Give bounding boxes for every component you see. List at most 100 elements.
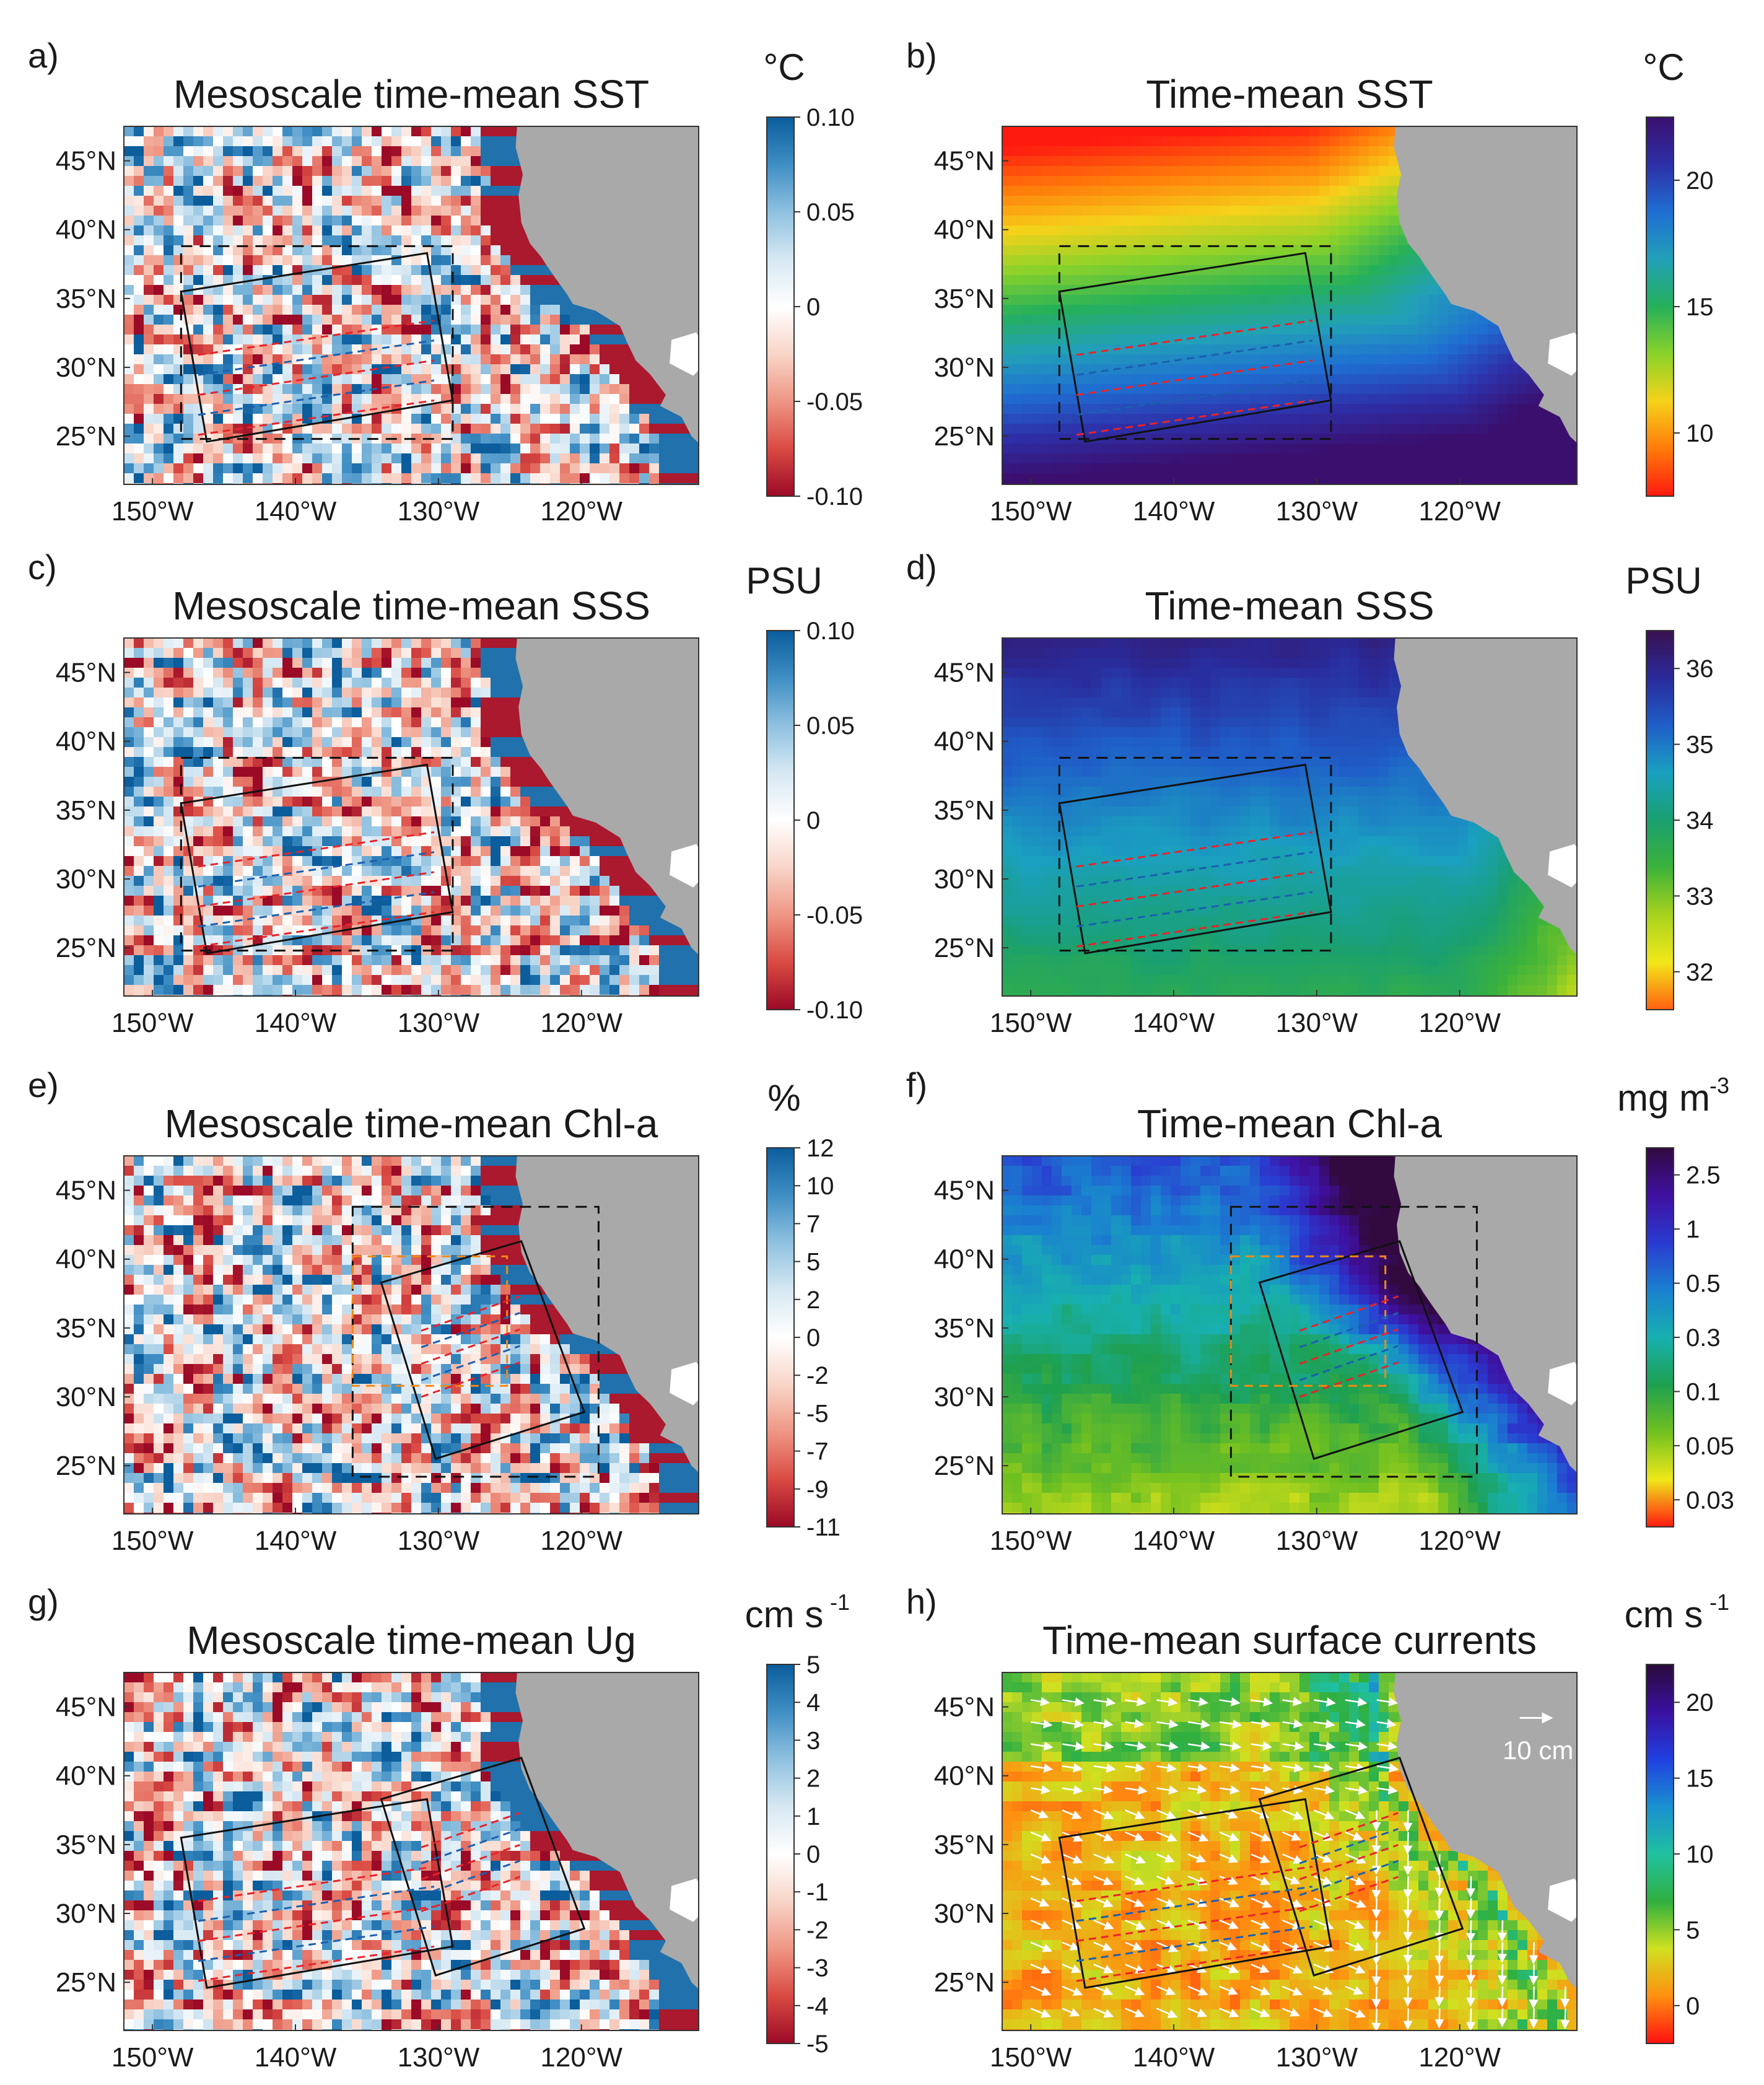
lat-tick-label: 30°N <box>56 1382 116 1412</box>
colorbar-tick-label: 35 <box>1686 732 1714 759</box>
lon-tick-label: 150°W <box>990 1008 1072 1038</box>
panel-letter: a) <box>28 36 59 75</box>
panel-title: Time-mean SSS <box>1145 584 1434 628</box>
panel-title: Mesoscale time-mean SST <box>173 72 649 116</box>
map-field <box>1002 126 1590 494</box>
map-field <box>1002 638 1590 1005</box>
reference-arrow-exponent: -1 <box>1630 1731 1644 1749</box>
current-arrow <box>1470 1943 1471 1963</box>
map-field <box>124 1672 712 2040</box>
colorbar-tick-label: -4 <box>806 1993 829 2020</box>
current-arrow <box>1502 1920 1503 1940</box>
colorbar-tick-label: 4 <box>806 1689 820 1716</box>
colorbar-unit-exponent: -3 <box>1709 1073 1729 1098</box>
current-arrow <box>1470 2008 1471 2030</box>
panel-title: Time-mean surface currents <box>1042 1618 1537 1663</box>
colorbar-tick-label: 0.5 <box>1686 1270 1721 1298</box>
lat-tick-label: 40°N <box>56 1761 116 1791</box>
lat-tick-label: 30°N <box>56 864 116 894</box>
lat-tick-label: 40°N <box>56 1244 116 1275</box>
lon-tick-label: 120°W <box>1418 496 1501 527</box>
colorbar-tick-label: 5 <box>806 1651 820 1679</box>
lat-tick-label: 25°N <box>56 421 116 452</box>
colorbar-tick-label: 0.10 <box>806 104 855 131</box>
colorbar-tick-label: -5 <box>806 1400 829 1427</box>
lat-tick-label: 40°N <box>934 1761 995 1791</box>
current-arrow <box>1470 1920 1471 1941</box>
colorbar <box>1646 1664 1674 2043</box>
lat-tick-label: 35°N <box>56 1830 116 1860</box>
lat-tick-label: 25°N <box>934 933 995 963</box>
lon-tick-label: 150°W <box>111 2042 194 2073</box>
panel-letter: h) <box>906 1582 937 1621</box>
lat-tick-label: 30°N <box>934 352 995 383</box>
colorbar-tick-label: -0.10 <box>806 483 863 510</box>
colorbar-tick-label: -0.05 <box>806 388 863 416</box>
panel-letter: c) <box>28 548 57 587</box>
panel-letter: d) <box>906 548 937 587</box>
current-arrow <box>1565 2008 1566 2027</box>
lat-tick-label: 30°N <box>56 352 116 383</box>
lat-tick-label: 30°N <box>934 864 995 894</box>
colorbar <box>767 117 794 496</box>
colorbar-unit: mg m <box>1617 1077 1710 1119</box>
colorbar <box>767 1664 794 2043</box>
colorbar-tick-label: -9 <box>806 1476 829 1503</box>
colorbar-tick-label: 0 <box>806 294 820 321</box>
lon-tick-label: 120°W <box>540 1008 622 1038</box>
lat-tick-label: 45°N <box>56 1692 116 1723</box>
lon-tick-label: 140°W <box>1133 2042 1215 2073</box>
lon-tick-label: 140°W <box>255 1526 337 1556</box>
colorbar-tick-label: -7 <box>806 1438 829 1466</box>
lon-tick-label: 130°W <box>398 1008 480 1038</box>
current-arrow <box>1470 1987 1471 2006</box>
colorbar-tick-label: -0.05 <box>806 902 863 929</box>
current-arrow <box>1565 1987 1566 2006</box>
lon-tick-label: 150°W <box>111 1008 194 1038</box>
lat-tick-label: 30°N <box>56 1899 116 1929</box>
colorbar-tick-label: 2 <box>806 1287 820 1314</box>
current-arrow <box>1470 1964 1471 1983</box>
lon-tick-label: 140°W <box>1133 1008 1215 1038</box>
colorbar-tick-label: -2 <box>806 1362 829 1389</box>
lon-tick-label: 150°W <box>990 496 1072 527</box>
colorbar-tick-label: 1 <box>1686 1216 1700 1243</box>
lat-tick-label: 40°N <box>934 727 995 757</box>
reference-arrow-label: 10 cm s <box>1503 1736 1594 1765</box>
lat-tick-label: 35°N <box>934 1313 995 1344</box>
lon-tick-label: 150°W <box>990 1526 1072 1556</box>
lon-tick-label: 120°W <box>1418 2042 1501 2073</box>
lat-tick-label: 40°N <box>934 215 995 245</box>
current-arrow <box>1376 1876 1377 1898</box>
lon-tick-label: 140°W <box>1133 1526 1215 1556</box>
colorbar-tick-label: 0 <box>806 1841 820 1868</box>
colorbar-tick-label: 5 <box>806 1249 820 1276</box>
current-arrow <box>1470 1876 1471 1896</box>
lon-tick-label: 130°W <box>1276 2042 1358 2073</box>
panel-title: Mesoscale time-mean Ug <box>186 1618 636 1663</box>
lat-tick-label: 25°N <box>56 1451 116 1481</box>
colorbar-tick-label: 0.1 <box>1686 1378 1721 1405</box>
lat-tick-label: 40°N <box>56 727 116 757</box>
colorbar-tick-label: 34 <box>1686 807 1714 834</box>
colorbar-unit: cm s <box>1625 1594 1703 1635</box>
current-arrow <box>1376 1964 1377 1984</box>
panel-title: Time-mean Chl-a <box>1137 1101 1442 1146</box>
colorbar-unit: °C <box>1643 46 1684 88</box>
lon-tick-label: 120°W <box>540 1526 622 1556</box>
colorbar-tick-label: 10 <box>1686 420 1714 447</box>
colorbar-tick-label: 0 <box>806 807 820 834</box>
current-arrow <box>1470 1899 1471 1918</box>
colorbar-tick-label: 3 <box>806 1727 820 1754</box>
lon-tick-label: 120°W <box>540 496 622 527</box>
current-arrow <box>1439 2008 1440 2027</box>
current-arrow <box>1439 1987 1440 2005</box>
lon-tick-label: 130°W <box>1276 496 1358 527</box>
panel-title: Mesoscale time-mean Chl-a <box>165 1101 658 1146</box>
lon-tick-label: 130°W <box>398 496 480 527</box>
colorbar-tick-label: 36 <box>1686 655 1714 683</box>
